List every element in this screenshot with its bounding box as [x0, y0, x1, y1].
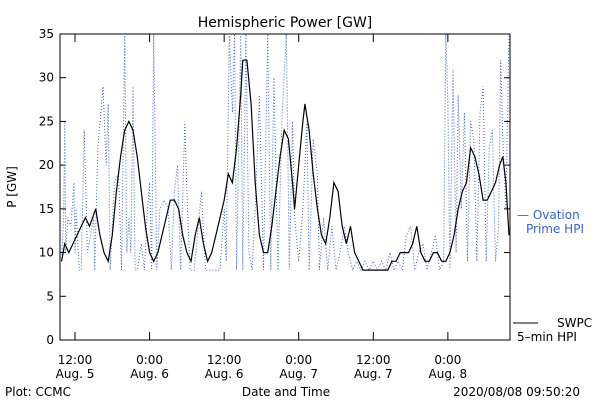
x-tick-label-time: 12:00	[58, 353, 93, 367]
chart-title: Hemispheric Power [GW]	[198, 15, 373, 31]
legend-ovation-line1: — Ovation	[517, 208, 580, 222]
legend-swpc-line1: SWPC	[557, 316, 592, 330]
x-tick-label-time: 0:00	[136, 353, 163, 367]
swpc-series-line	[61, 59, 510, 271]
legend: — Ovation Prime HPI SWPC 5–min HPI	[513, 208, 592, 344]
plot-frame	[59, 33, 511, 341]
x-tick-label-date: Aug. 6	[130, 367, 169, 381]
footer-timestamp: 2020/08/08 09:50:20	[453, 385, 580, 399]
y-tick-label: 15	[39, 202, 54, 216]
y-tick-label: 35	[39, 27, 54, 41]
y-axis-ticks: 0 5 10 15 20 25 30 35	[39, 27, 510, 347]
x-tick-label-time: 0:00	[434, 353, 461, 367]
y-tick-label: 25	[39, 114, 54, 128]
x-tick-label-time: 12:00	[356, 353, 391, 367]
ovation-prime-series-line	[61, 34, 510, 272]
legend-swpc-line2: 5–min HPI	[517, 330, 577, 344]
series-layer	[61, 34, 510, 272]
x-tick-label-date: Aug. 7	[279, 367, 318, 381]
x-tick-label-date: Aug. 8	[429, 367, 468, 381]
y-tick-label: 10	[39, 246, 54, 260]
x-tick-label-date: Aug. 7	[354, 367, 393, 381]
footer-plot-credit: Plot: CCMC	[5, 385, 71, 399]
y-axis-label: P [GW]	[5, 166, 19, 208]
x-tick-label-time: 0:00	[285, 353, 312, 367]
x-axis-label: Date and Time	[242, 385, 330, 399]
y-tick-label: 0	[46, 333, 54, 347]
x-tick-label-date: Aug. 6	[205, 367, 244, 381]
y-tick-label: 30	[39, 71, 54, 85]
x-tick-label-date: Aug. 5	[56, 367, 95, 381]
y-tick-label: 20	[39, 158, 54, 172]
x-tick-label-time: 12:00	[207, 353, 242, 367]
y-tick-label: 5	[46, 289, 54, 303]
legend-ovation-line2: Prime HPI	[526, 222, 584, 236]
